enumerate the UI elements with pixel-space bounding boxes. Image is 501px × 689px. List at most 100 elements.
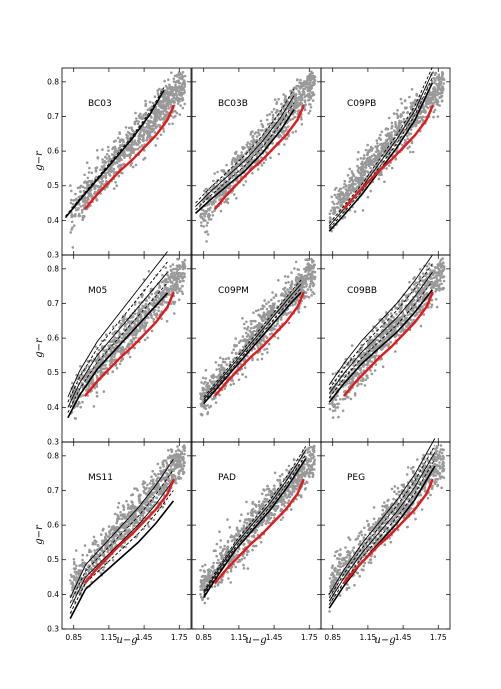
scatter-point <box>181 292 184 296</box>
scatter-point <box>140 134 144 138</box>
scatter-point <box>136 311 140 315</box>
scatter-point <box>224 189 228 193</box>
scatter-point <box>256 168 260 171</box>
scatter-point <box>363 156 366 160</box>
scatter-point <box>417 121 420 125</box>
scatter-point <box>251 135 254 139</box>
y-tick-label: 0.8 <box>47 77 59 86</box>
scatter-point <box>145 139 148 142</box>
scatter-point <box>178 113 182 116</box>
scatter-point <box>70 213 74 216</box>
scatter-point <box>208 214 212 217</box>
scatter-point <box>277 97 280 101</box>
scatter-point <box>180 73 183 76</box>
scatter-point <box>272 107 276 111</box>
scatter-point <box>162 98 165 101</box>
scatter-point <box>219 356 222 360</box>
scatter-point <box>133 130 136 134</box>
scatter-point <box>211 210 214 214</box>
scatter-point <box>370 372 374 376</box>
scatter-point <box>246 141 250 144</box>
scatter-point <box>176 79 180 83</box>
scatter-point <box>132 143 136 146</box>
y-tick-label: 0.5 <box>47 368 59 377</box>
scatter-point <box>289 89 292 93</box>
y-tick-label: 0.4 <box>47 216 59 225</box>
scatter-point <box>76 186 80 190</box>
model-track <box>65 87 165 217</box>
scatter-point <box>236 155 239 159</box>
scatter-point <box>95 166 99 169</box>
scatter-point <box>432 87 435 91</box>
scatter-point <box>134 336 137 339</box>
scatter-point <box>276 336 280 340</box>
scatter-point <box>261 135 264 139</box>
scatter-point <box>299 78 302 82</box>
scatter-point <box>313 277 316 281</box>
scatter-point <box>337 189 341 193</box>
scatter-point <box>234 337 237 340</box>
scatter-point <box>271 113 275 117</box>
scatter-point <box>199 214 202 218</box>
scatter-point <box>213 380 217 384</box>
scatter-point <box>378 152 381 156</box>
scatter-point <box>175 75 179 78</box>
scatter-point <box>159 303 162 306</box>
scatter-point <box>302 279 306 283</box>
scatter-point <box>183 74 187 78</box>
scatter-point <box>253 132 257 135</box>
scatter-point <box>241 335 245 338</box>
scatter-point <box>283 126 287 129</box>
scatter-point <box>78 186 82 189</box>
scatter-point <box>71 226 74 229</box>
scatter-point <box>250 322 253 326</box>
scatter-point <box>101 161 105 164</box>
scatter-point <box>176 268 179 272</box>
scatter-point <box>307 263 311 267</box>
scatter-point <box>283 286 287 290</box>
scatter-point <box>251 358 254 362</box>
scatter-point <box>150 292 153 296</box>
scatter-point <box>260 357 264 361</box>
scatter-point <box>122 348 126 352</box>
scatter-point <box>283 143 286 146</box>
scatter-point <box>137 308 141 312</box>
scatter-point <box>97 348 101 352</box>
scatter-point <box>271 116 275 119</box>
scatter-point <box>137 134 141 138</box>
scatter-point <box>303 305 307 309</box>
scatter-point <box>396 126 399 130</box>
scatter-point <box>148 119 152 123</box>
scatter-point <box>299 93 303 96</box>
scatter-point <box>162 117 165 120</box>
scatter-point <box>119 346 123 350</box>
scatter-point <box>166 98 170 101</box>
scatter-point <box>145 321 149 325</box>
scatter-point <box>170 98 174 101</box>
scatter-point <box>144 303 148 307</box>
scatter-point <box>343 179 347 183</box>
y-tick-label: 0.6 <box>47 147 59 156</box>
scatter-point <box>201 212 204 216</box>
scatter-point <box>165 301 169 304</box>
scatter-point <box>223 360 227 364</box>
scatter-point <box>336 206 340 209</box>
scatter-point <box>170 100 173 104</box>
scatter-point <box>96 184 100 188</box>
scatter-point <box>245 320 248 324</box>
scatter-point <box>346 174 350 177</box>
scatter-point <box>287 281 290 284</box>
scatter-point <box>308 98 311 102</box>
scatter-point <box>113 162 117 165</box>
scatter-point <box>239 339 243 342</box>
scatter-point <box>293 103 297 106</box>
scatter-point <box>161 280 165 283</box>
scatter-point <box>409 101 413 105</box>
scatter-point <box>399 123 402 126</box>
scatter-point <box>248 329 252 333</box>
scatter-point <box>333 188 337 191</box>
scatter-point <box>154 144 157 147</box>
scatter-point <box>308 285 312 289</box>
y-tick-label: 0.6 <box>47 334 59 343</box>
scatter-point <box>352 174 356 178</box>
